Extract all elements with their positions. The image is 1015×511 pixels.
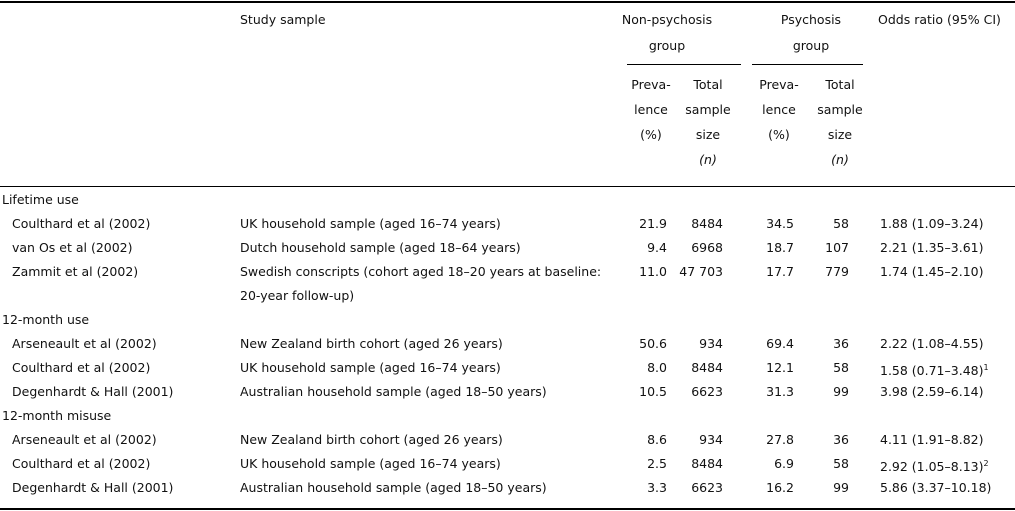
- odds-ratio: 3.98 (2.59–6.14): [880, 384, 984, 399]
- cell: 58: [833, 456, 849, 471]
- study-sample: Australian household sample (aged 18–50 …: [240, 384, 547, 399]
- subheader-cell: size: [695, 127, 721, 142]
- header-cell: Non-psychosis: [621, 12, 713, 27]
- footnote-mark: 2: [983, 459, 989, 468]
- cell: 21.9: [639, 216, 667, 231]
- cell: 31.3: [766, 384, 794, 399]
- study-sample: UK household sample (aged 16–74 years): [240, 456, 501, 471]
- subheader-cell: (%): [768, 127, 790, 142]
- subheader-cell: sample: [685, 102, 731, 117]
- cell: 27.8: [766, 432, 794, 447]
- study-sample: New Zealand birth cohort (aged 26 years): [240, 336, 503, 351]
- cell: 10.5: [639, 384, 667, 399]
- cell: 58: [833, 216, 849, 231]
- top-rule: [0, 1, 1015, 3]
- study-sample: Swedish conscripts (cohort aged 18–20 ye…: [240, 264, 602, 279]
- cell: 9.4: [647, 240, 667, 255]
- cell: 34.5: [766, 216, 794, 231]
- study-sample: New Zealand birth cohort (aged 26 years): [240, 432, 503, 447]
- cell: 6623: [691, 384, 723, 399]
- study: Degenhardt & Hall (2001): [12, 480, 174, 495]
- cell: 8484: [691, 360, 723, 375]
- study: Coulthard et al (2002): [12, 456, 151, 471]
- study-sample: 20-year follow-up): [240, 288, 355, 303]
- cell: 934: [699, 432, 723, 447]
- odds-ratio: 1.88 (1.09–3.24): [880, 216, 984, 231]
- odds-ratio: 2.92 (1.05–8.13)2: [880, 459, 989, 475]
- study: Coulthard et al (2002): [12, 360, 151, 375]
- header-rule: [0, 186, 1015, 187]
- footnote-mark: 1: [983, 363, 989, 372]
- subheader-cell: (%): [640, 127, 662, 142]
- odds-ratio: 1.74 (1.45–2.10): [880, 264, 984, 279]
- section-title: Lifetime use: [2, 192, 79, 207]
- cell: 8.0: [647, 360, 667, 375]
- subheader-cell: size: [827, 127, 853, 142]
- cell: 6.9: [774, 456, 794, 471]
- subheader-cell: Preva-: [631, 77, 671, 92]
- cell: 6968: [691, 240, 723, 255]
- cell: 8484: [691, 216, 723, 231]
- cell: 8.6: [647, 432, 667, 447]
- subheader-cell: Total: [825, 77, 855, 92]
- subheader-cell: (n): [699, 152, 717, 167]
- group-rule: [752, 64, 863, 65]
- cell: 69.4: [766, 336, 794, 351]
- subheader-cell: lence: [634, 102, 668, 117]
- subheader-cell: Preva-: [759, 77, 799, 92]
- group-rule: [627, 64, 741, 65]
- header-cell: Odds ratio (95% CI): [878, 12, 1001, 27]
- study-sample: Dutch household sample (aged 18–64 years…: [240, 240, 521, 255]
- study-sample: UK household sample (aged 16–74 years): [240, 360, 501, 375]
- cell: 8484: [691, 456, 723, 471]
- header-cell: Psychosis: [780, 12, 842, 27]
- cell: 11.0: [639, 264, 667, 279]
- header-cell: group: [792, 38, 830, 53]
- bottom-rule: [0, 508, 1015, 510]
- cell: 3.3: [647, 480, 667, 495]
- study-sample: Australian household sample (aged 18–50 …: [240, 480, 547, 495]
- cell: 779: [825, 264, 849, 279]
- cell: 18.7: [766, 240, 794, 255]
- study: van Os et al (2002): [12, 240, 133, 255]
- cell: 36: [833, 432, 849, 447]
- cell: 12.1: [766, 360, 794, 375]
- odds-ratio: 4.11 (1.91–8.82): [880, 432, 984, 447]
- study: Arseneault et al (2002): [12, 432, 157, 447]
- cell: 58: [833, 360, 849, 375]
- subheader-cell: Total: [693, 77, 723, 92]
- subheader-cell: lence: [762, 102, 796, 117]
- cell: 50.6: [639, 336, 667, 351]
- cell: 2.5: [647, 456, 667, 471]
- subheader-cell: (n): [831, 152, 849, 167]
- cell: 934: [699, 336, 723, 351]
- cell: 99: [833, 384, 849, 399]
- cell: 6623: [691, 480, 723, 495]
- odds-ratio: 5.86 (3.37–10.18): [880, 480, 992, 495]
- cell: 47 703: [679, 264, 723, 279]
- cell: 99: [833, 480, 849, 495]
- section-title: 12-month use: [2, 312, 90, 327]
- cell: 107: [825, 240, 849, 255]
- study: Arseneault et al (2002): [12, 336, 157, 351]
- odds-ratio: 2.22 (1.08–4.55): [880, 336, 984, 351]
- odds-ratio: 2.21 (1.35–3.61): [880, 240, 984, 255]
- header-cell: group: [648, 38, 686, 53]
- subheader-cell: sample: [817, 102, 863, 117]
- cell: 17.7: [766, 264, 794, 279]
- cell: 16.2: [766, 480, 794, 495]
- odds-ratio: 1.58 (0.71–3.48)1: [880, 363, 989, 379]
- study: Degenhardt & Hall (2001): [12, 384, 174, 399]
- study: Zammit et al (2002): [12, 264, 139, 279]
- section-title: 12-month misuse: [2, 408, 112, 423]
- study: Coulthard et al (2002): [12, 216, 151, 231]
- study-sample: UK household sample (aged 16–74 years): [240, 216, 501, 231]
- header-cell: Study sample: [240, 12, 326, 27]
- cell: 36: [833, 336, 849, 351]
